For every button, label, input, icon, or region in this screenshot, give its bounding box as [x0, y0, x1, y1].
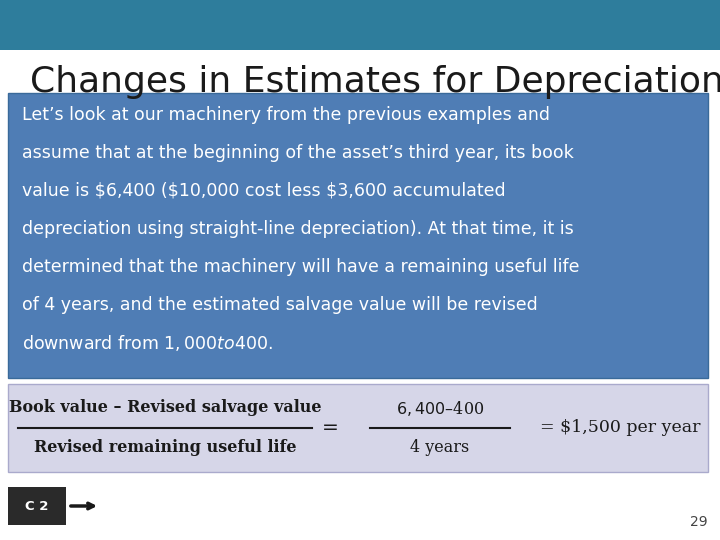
Text: downward from $1,000 to $400.: downward from $1,000 to $400.	[22, 333, 273, 353]
Text: Changes in Estimates for Depreciation: Changes in Estimates for Depreciation	[30, 65, 720, 99]
Text: Book value – Revised salvage value: Book value – Revised salvage value	[9, 400, 321, 416]
Text: determined that the machinery will have a remaining useful life: determined that the machinery will have …	[22, 258, 580, 276]
Bar	[8, 93, 708, 378]
Text: of 4 years, and the estimated salvage value will be revised: of 4 years, and the estimated salvage va…	[22, 296, 538, 314]
Text: = $1,500 per year: = $1,500 per year	[540, 420, 701, 436]
Text: =: =	[322, 418, 338, 437]
Text: assume that at the beginning of the asset’s third year, its book: assume that at the beginning of the asse…	[22, 144, 574, 162]
Text: 29: 29	[690, 515, 708, 529]
Bar	[0, 0, 720, 50]
Text: Revised remaining useful life: Revised remaining useful life	[34, 440, 296, 456]
Text: value is $6,400 ($10,000 cost less $3,600 accumulated: value is $6,400 ($10,000 cost less $3,60…	[22, 182, 505, 200]
Bar	[8, 487, 66, 525]
Text: 4 years: 4 years	[410, 440, 469, 456]
Text: $6,400 – $400: $6,400 – $400	[396, 399, 484, 417]
Text: depreciation using straight-line depreciation). At that time, it is: depreciation using straight-line depreci…	[22, 220, 574, 238]
Text: C 2: C 2	[25, 500, 49, 512]
Text: Let’s look at our machinery from the previous examples and: Let’s look at our machinery from the pre…	[22, 106, 550, 124]
Bar	[8, 384, 708, 472]
